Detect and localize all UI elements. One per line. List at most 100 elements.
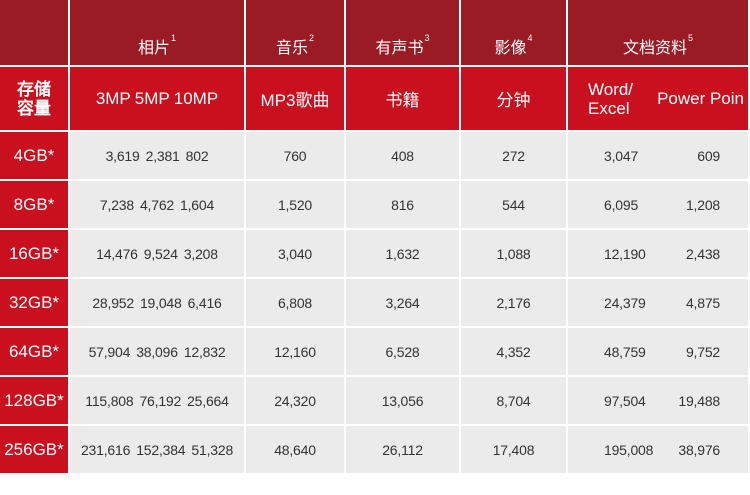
photos-10mp-value: 802 [185,147,209,164]
powerpoint-value: 38,976 [678,441,720,458]
audiobooks-cell: 816 [346,179,461,228]
music-cell: 24,320 [246,375,346,424]
powerpoint-value: 4,875 [685,294,720,311]
table-row: 128GB* 115,808 76,192 25,664 24,320 13,056 8,7… [0,375,750,424]
word-excel-value: 24,379 [604,294,646,311]
unit-header-row: 存储 容量 3MP 5MP 10MP MP3歌曲 书籍 分钟 Word/Excel P… [0,65,750,130]
table-row: 64GB* 57,904 38,096 12,832 12,160 6,528 4,352 4… [0,326,750,375]
capacity-cell: 64GB* [0,326,70,375]
table-row: 16GB* 14,476 9,524 3,208 3,040 1,632 1,088 12,1… [0,228,750,277]
video-cell: 8,704 [461,375,568,424]
photo-resolutions: 3MP 5MP 10MP [70,65,246,130]
table-row: 256GB* 231,616 152,384 51,328 48,640 26,112 17… [0,424,750,473]
word-excel-value: 3,047 [604,147,639,164]
capacity-cell: 16GB* [0,228,70,277]
capacity-cell: 4GB* [0,130,70,179]
video-cell: 4,352 [461,326,568,375]
music-unit: MP3歌曲 [246,65,346,130]
photos-cell: 14,476 9,524 3,208 [70,228,246,277]
photos-3mp-value: 28,952 [92,294,134,311]
video-unit: 分钟 [461,65,568,130]
photos-5mp-value: 9,524 [143,245,178,262]
documents-cell: 6,095 1,208 [568,179,750,228]
photos-3mp-value: 57,904 [88,343,131,360]
word-excel-value: 48,759 [604,343,646,360]
capacity-cell: 256GB* [0,424,70,473]
footnote-marker: 1 [171,33,177,43]
storage-capacity-label: 存储 容量 [0,65,70,130]
photos-5mp-value: 152,384 [136,441,186,458]
word-excel-value: 97,504 [604,392,646,409]
word-excel-value: 6,095 [604,196,639,213]
music-cell: 1,520 [246,179,346,228]
category-header-row: 相片1 音乐2 有声书3 影像4 文档资料5 [0,0,750,65]
photos-5mp-value: 19,048 [139,294,182,311]
photos-cell: 57,904 38,096 12,832 [70,326,246,375]
powerpoint-value: 2,438 [685,245,720,262]
video-cell: 2,176 [461,277,568,326]
audiobooks-cell: 3,264 [346,277,461,326]
music-cell: 12,160 [246,326,346,375]
photos-3mp-value: 3,619 [105,147,140,164]
video-cell: 1,088 [461,228,568,277]
audiobooks-cell: 6,528 [346,326,461,375]
photos-cell: 115,808 76,192 25,664 [70,375,246,424]
powerpoint-value: 609 [697,147,720,164]
table-row: 4GB* 3,619 2,381 802 760 408 272 3,047 609 [0,130,750,179]
audiobooks-cell: 1,632 [346,228,461,277]
header-audiobooks-label: 有声书 [375,40,424,57]
resolution-3mp: 3MP [95,88,131,108]
capacity-cell: 8GB* [0,179,70,228]
video-cell: 272 [461,130,568,179]
photos-cell: 3,619 2,381 802 [70,130,246,179]
music-cell: 48,640 [246,424,346,473]
header-photos: 相片1 [70,0,246,65]
header-documents-label: 文档资料 [622,40,687,57]
header-video-label: 影像 [494,40,527,57]
storage-capacity-text: 存储 容量 [17,79,51,118]
audiobooks-unit: 书籍 [346,65,461,130]
video-cell: 544 [461,179,568,228]
powerpoint-value: 9,752 [685,343,720,360]
photos-10mp-value: 6,416 [187,294,222,311]
photos-3mp-value: 14,476 [96,245,138,262]
table-row: 32GB* 28,952 19,048 6,416 6,808 3,264 2,176 24,… [0,277,750,326]
documents-cell: 24,379 4,875 [568,277,750,326]
storage-capacity-table: 相片1 音乐2 有声书3 影像4 文档资料5 存储 容量 3MP 5MP 10MP M… [0,0,750,473]
photos-10mp-value: 3,208 [183,245,218,262]
word-excel-value: 195,008 [604,441,654,458]
header-corner [0,0,70,65]
header-audiobooks: 有声书3 [346,0,461,65]
powerpoint-value: 19,488 [678,392,720,409]
audiobooks-cell: 408 [346,130,461,179]
photos-3mp-value: 231,616 [80,441,131,458]
word-excel-value: 12,190 [604,245,646,262]
music-cell: 6,808 [246,277,346,326]
photos-10mp-value: 51,328 [191,441,234,458]
footnote-marker: 3 [424,33,430,43]
footnote-marker: 4 [527,33,533,43]
music-cell: 760 [246,130,346,179]
photos-10mp-value: 12,832 [183,343,226,360]
photos-cell: 7,238 4,762 1,604 [70,179,246,228]
photos-cell: 28,952 19,048 6,416 [70,277,246,326]
audiobooks-cell: 26,112 [346,424,461,473]
photos-5mp-value: 2,381 [145,147,180,164]
music-cell: 3,040 [246,228,346,277]
audiobooks-cell: 13,056 [346,375,461,424]
header-photos-label: 相片 [137,40,170,57]
header-music-label: 音乐 [275,40,308,57]
resolution-5mp: 5MP [134,88,170,108]
capacity-rows: 4GB* 3,619 2,381 802 760 408 272 3,047 609 8GB* 7,… [0,130,750,473]
photos-10mp-value: 25,664 [187,392,229,409]
documents-cell: 195,008 38,976 [568,424,750,473]
documents-cell: 48,759 9,752 [568,326,750,375]
documents-cell: 12,190 2,438 [568,228,750,277]
photos-3mp-value: 7,238 [99,196,134,213]
capacity-cell: 32GB* [0,277,70,326]
powerpoint-label: Power Poin [657,88,744,108]
header-music: 音乐2 [246,0,346,65]
video-cell: 17,408 [461,424,568,473]
footnote-marker: 2 [309,33,315,43]
